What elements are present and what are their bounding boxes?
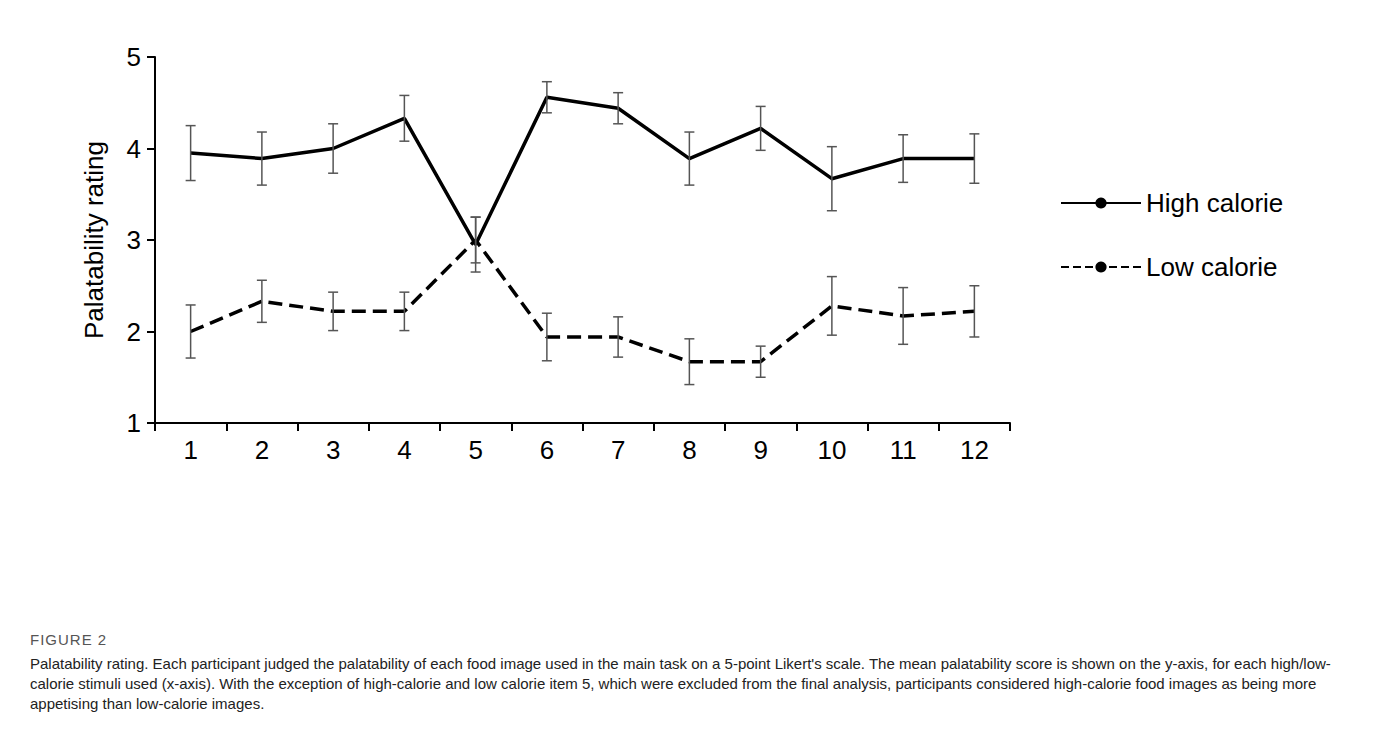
svg-text:8: 8 bbox=[682, 435, 696, 465]
svg-text:3: 3 bbox=[326, 435, 340, 465]
html-text:Palatability rating. Each part: Palatability rating. Each participant ju… bbox=[30, 655, 1331, 712]
svg-text:1: 1 bbox=[183, 435, 197, 465]
html-text:FIGURE 2: FIGURE 2 bbox=[30, 631, 108, 648]
svg-text:6: 6 bbox=[540, 435, 554, 465]
svg-text:2: 2 bbox=[127, 317, 141, 347]
svg-text:11: 11 bbox=[890, 435, 917, 465]
svg-text:10: 10 bbox=[817, 435, 846, 465]
svg-text:4: 4 bbox=[127, 134, 141, 164]
svg-text:Palatability rating: Palatability rating bbox=[79, 141, 109, 339]
svg-text:7: 7 bbox=[611, 435, 625, 465]
svg-text:1: 1 bbox=[127, 408, 141, 438]
svg-text:Low calorie: Low calorie bbox=[1146, 252, 1278, 282]
svg-text:3: 3 bbox=[127, 225, 141, 255]
svg-text:High calorie: High calorie bbox=[1146, 188, 1283, 218]
svg-text:5: 5 bbox=[468, 435, 482, 465]
svg-text:9: 9 bbox=[753, 435, 767, 465]
svg-text:5: 5 bbox=[127, 42, 141, 72]
svg-text:2: 2 bbox=[255, 435, 269, 465]
svg-text:4: 4 bbox=[397, 435, 411, 465]
svg-text:12: 12 bbox=[960, 435, 989, 465]
